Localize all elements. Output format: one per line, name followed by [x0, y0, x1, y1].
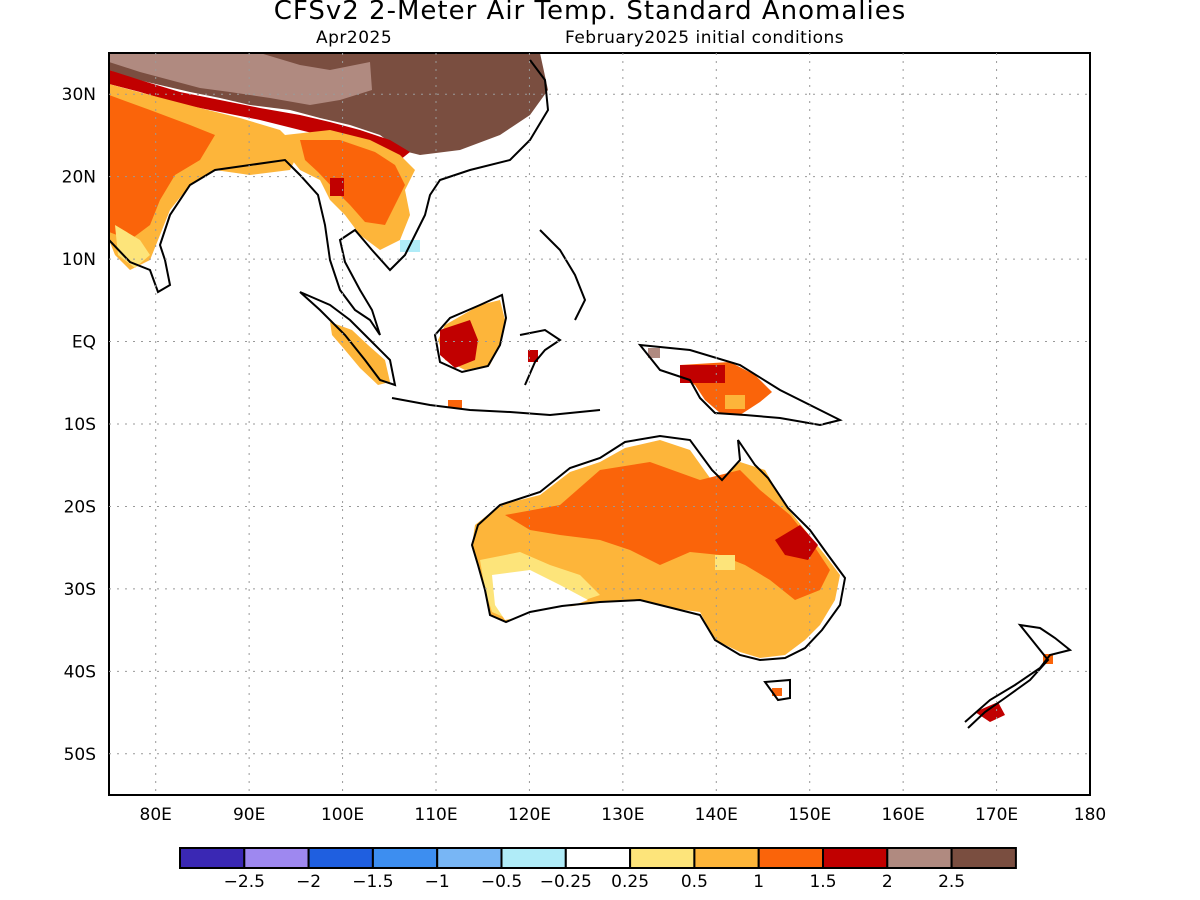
region-indochina-orange	[300, 140, 405, 225]
lon-label: 160E	[882, 805, 925, 825]
longitude-labels: 80E 90E 100E 110E 120E 130E 140E 150E 160E 170E 18…	[140, 805, 1107, 825]
region-new-guinea-yellow	[725, 395, 745, 409]
region-indochina-red	[330, 178, 344, 196]
lat-label: 10N	[62, 250, 96, 270]
region-borneo-red	[440, 320, 478, 368]
lon-label: 110E	[414, 805, 457, 825]
colorbar-label: 2	[881, 872, 893, 892]
region-australia-orange	[505, 462, 830, 600]
lat-label: 50S	[64, 745, 96, 765]
region-sulawesi-red	[528, 350, 538, 362]
lon-label: 80E	[140, 805, 172, 825]
lat-label: EQ	[72, 333, 96, 353]
region-halmahera	[648, 348, 660, 358]
colorbar-swatch	[950, 847, 1017, 869]
colorbar-label: 1	[753, 872, 765, 892]
colorbar-swatch	[757, 847, 825, 869]
region-india-south	[115, 225, 150, 268]
lon-label: 120E	[508, 805, 551, 825]
lat-label: 20N	[62, 168, 96, 188]
graticule	[109, 53, 1090, 795]
colorbar-label: −1	[424, 872, 450, 892]
anomaly-shading	[109, 53, 1053, 722]
region-queensland-red	[775, 525, 818, 560]
colorbar-swatch	[693, 847, 760, 869]
lat-label: 10S	[64, 415, 96, 435]
colorbar-swatch	[564, 847, 632, 869]
lat-label: 30N	[62, 85, 96, 105]
lon-label: 140E	[695, 805, 738, 825]
region-india-orange	[109, 95, 215, 240]
colorbar-swatch	[243, 847, 310, 869]
lat-label: 40S	[64, 662, 96, 682]
colorbar	[179, 847, 1017, 869]
colorbar-label: 2.5	[938, 872, 966, 892]
latitude-labels: 30N 20N 10N EQ 10S 20S 30S 40S 50S	[62, 85, 96, 765]
region-tasmania	[772, 688, 782, 696]
colorbar-swatch	[371, 847, 439, 869]
colorbar-label: −2.5	[223, 872, 265, 892]
lat-label: 30S	[64, 580, 96, 600]
colorbar-label: −2	[296, 872, 322, 892]
coastlines	[109, 59, 1073, 729]
colorbar-swatch	[886, 847, 953, 869]
lon-label: 100E	[321, 805, 364, 825]
colorbar-label: 0.5	[680, 872, 708, 892]
colorbar-swatch	[436, 847, 503, 869]
lat-label: 20S	[64, 497, 96, 517]
colorbar-swatch	[307, 847, 374, 869]
region-new-guinea-red	[680, 365, 725, 383]
map-title: CFSv2 2-Meter Air Temp. Standard Anomali…	[273, 0, 907, 26]
colorbar-swatch	[179, 847, 246, 869]
valid-month: Apr2025	[316, 28, 393, 48]
lon-label: 130E	[601, 805, 644, 825]
lon-label: 150E	[788, 805, 831, 825]
colorbar-label: 1.5	[809, 872, 837, 892]
colorbar-label: −1.5	[352, 872, 394, 892]
colorbar-label: −0.5	[480, 872, 523, 892]
lon-label: 90E	[233, 805, 265, 825]
region-sw-australia-white	[492, 570, 588, 620]
region-australia-yellow-patch	[715, 555, 735, 570]
region-south-island	[975, 702, 1005, 722]
region-java-orange	[448, 400, 462, 408]
region-himalaya-light	[109, 53, 372, 105]
colorbar-swatch	[629, 847, 696, 869]
lon-label: 180	[1074, 805, 1106, 825]
colorbar-swatch	[500, 847, 567, 869]
colorbar-label: 0.25	[611, 872, 650, 892]
initial-conditions: February2025 initial conditions	[565, 28, 845, 48]
colorbar-swatch	[822, 847, 889, 869]
colorbar-label: −0.25	[539, 872, 592, 892]
lon-label: 170E	[975, 805, 1018, 825]
